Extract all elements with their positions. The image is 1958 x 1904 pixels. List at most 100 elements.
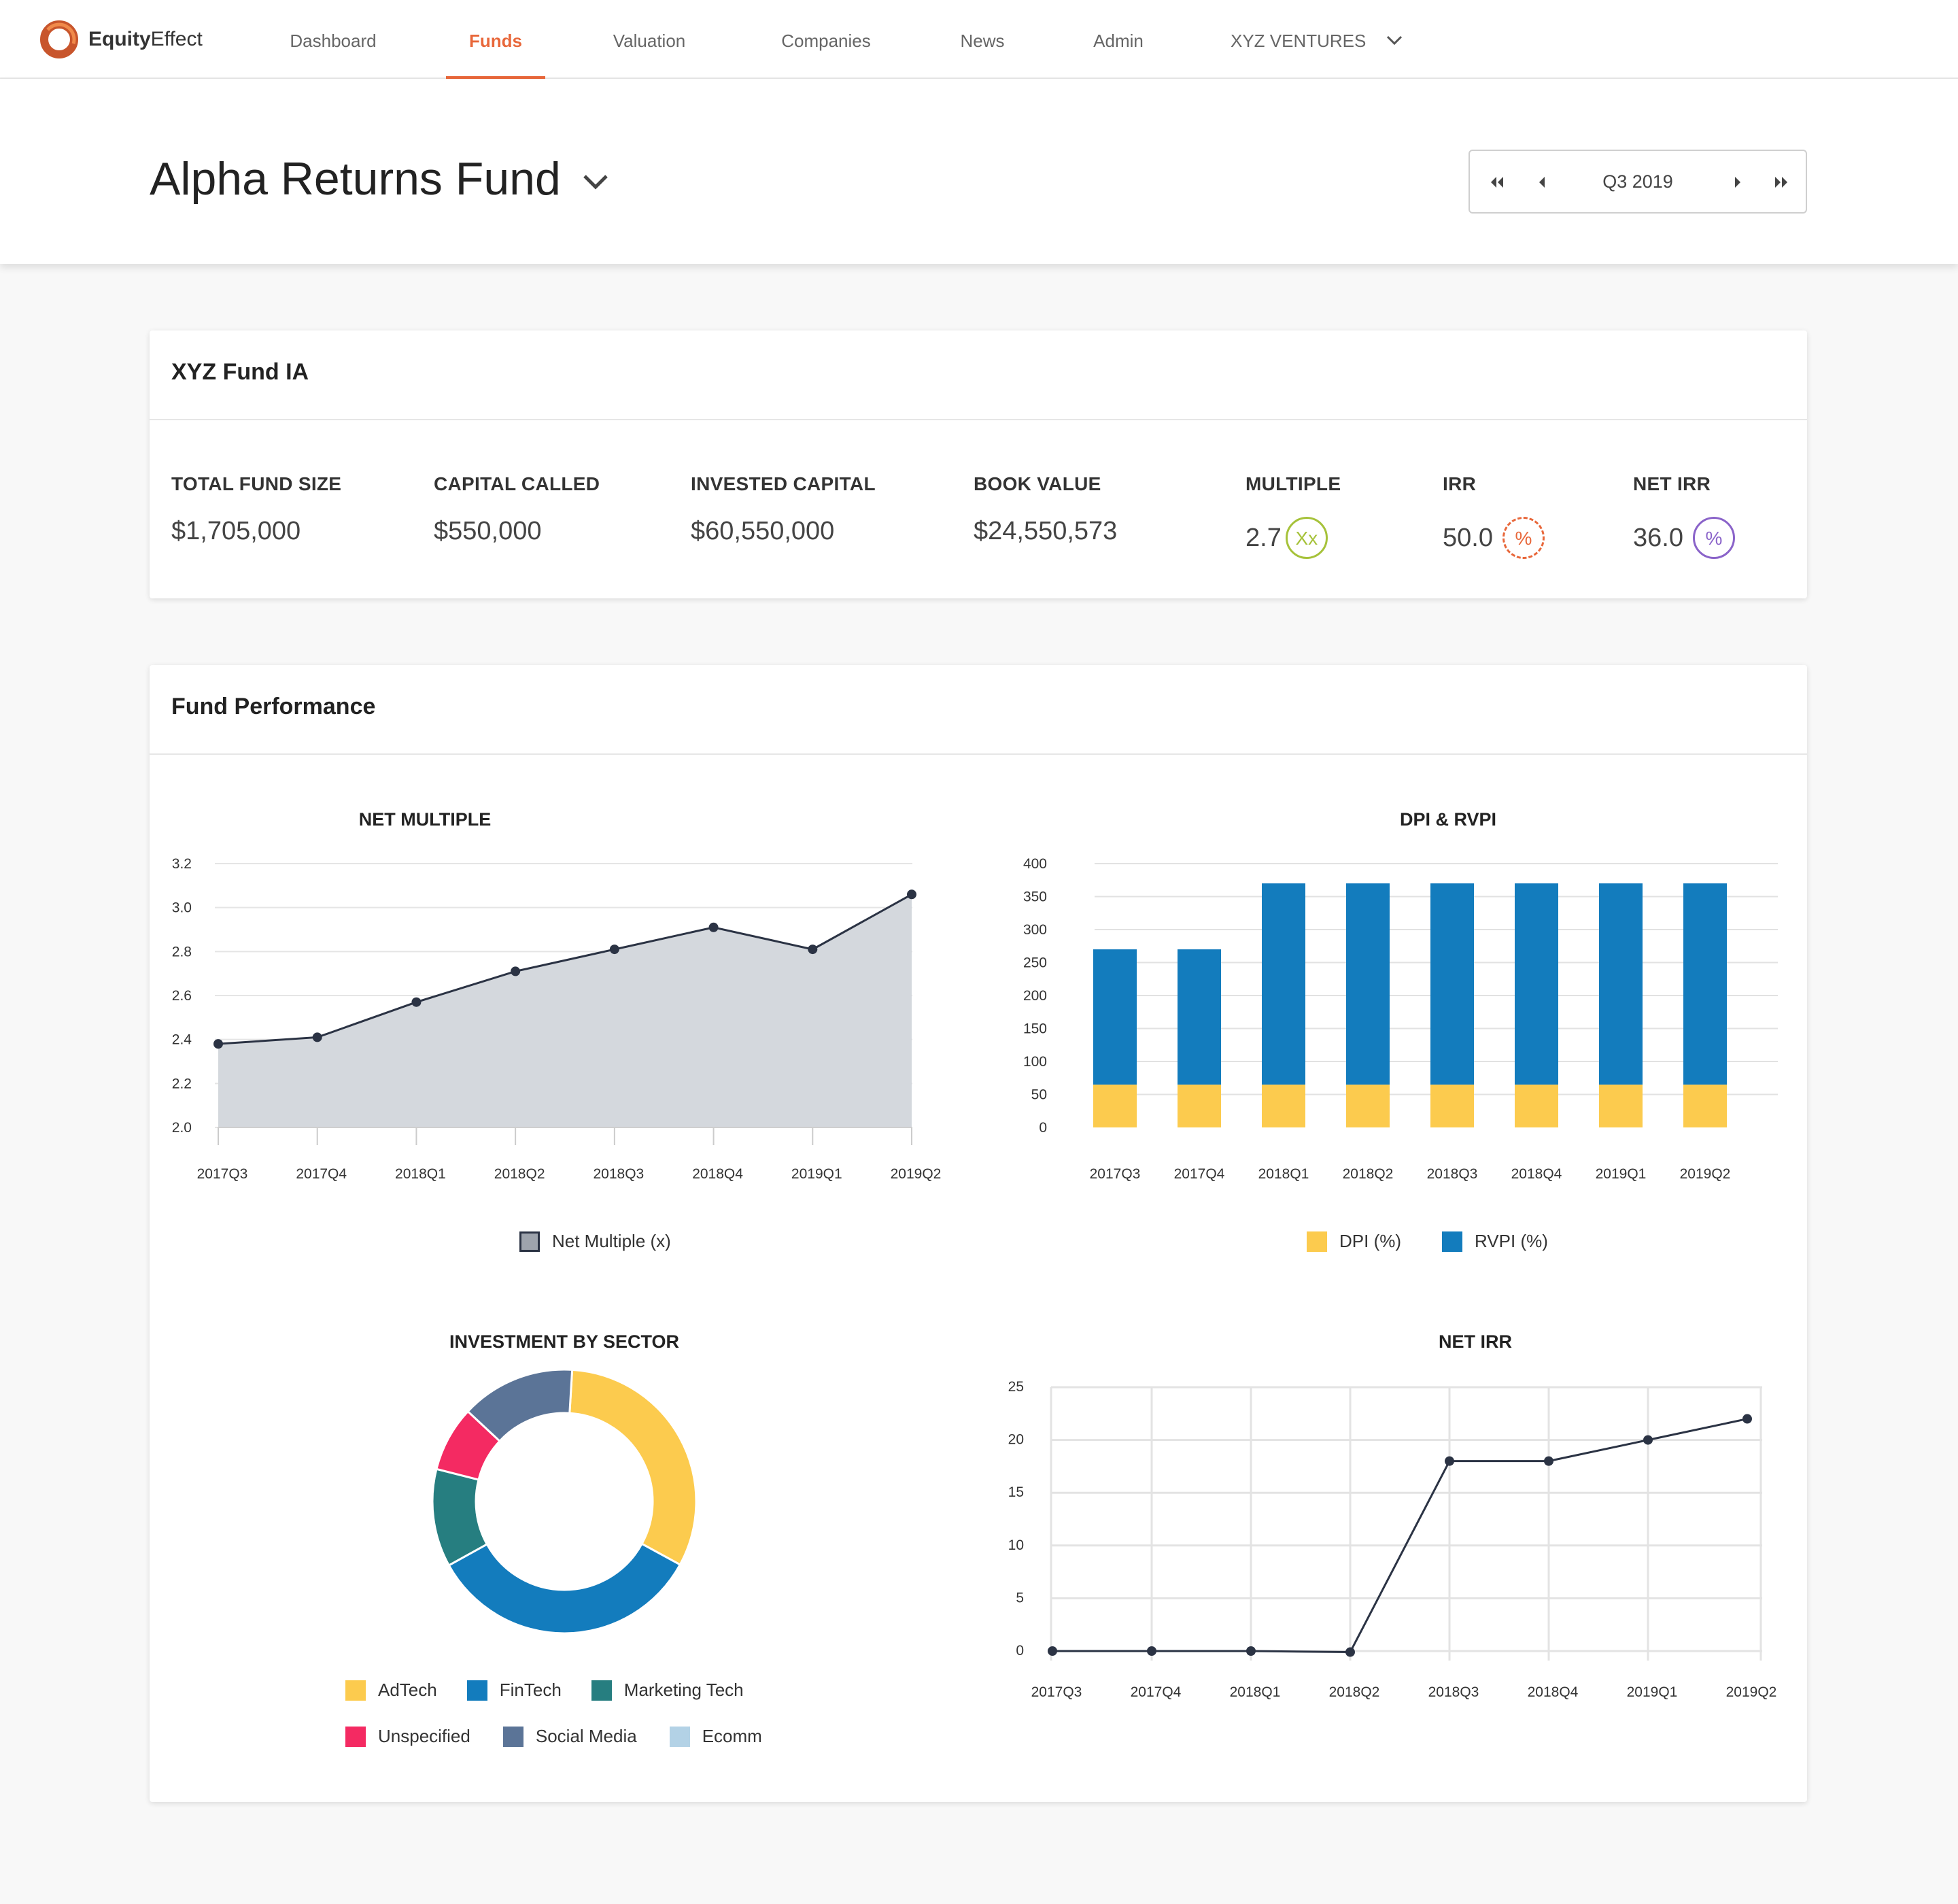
- y-tick-label: 350: [1023, 889, 1047, 905]
- legend-item[interactable]: AdTech: [345, 1680, 437, 1701]
- metric-value: $60,550,000: [691, 517, 835, 545]
- nav-news[interactable]: News: [960, 31, 1005, 51]
- series-line: [218, 893, 912, 1045]
- x-tick-label: 2018Q3: [593, 1166, 644, 1182]
- metric-net-irr: NET IRR 36.0 %: [1633, 473, 1735, 559]
- data-point: [808, 945, 818, 955]
- x-tick-label: 2019Q2: [1680, 1166, 1731, 1182]
- last-period-icon[interactable]: [1769, 170, 1793, 194]
- multiple-badge: Xx: [1285, 517, 1328, 559]
- donut-slice: [447, 1542, 682, 1635]
- data-point: [708, 922, 719, 932]
- bar-segment: [1093, 949, 1137, 1085]
- x-tick-label: 2019Q2: [891, 1166, 942, 1182]
- x-tick-label: 2019Q2: [1726, 1684, 1777, 1700]
- legend-swatch: [1442, 1231, 1462, 1252]
- bar-segment: [1430, 1084, 1474, 1127]
- area-fill: [218, 894, 912, 1127]
- net-irr-badge: %: [1692, 517, 1735, 559]
- metric-label: CAPITAL CALLED: [434, 473, 600, 494]
- data-point: [1544, 1456, 1553, 1466]
- fund-select-chevron-icon[interactable]: [582, 173, 609, 190]
- first-period-icon[interactable]: [1485, 170, 1509, 194]
- account-switcher[interactable]: XYZ VENTURES: [1231, 0, 1407, 79]
- x-tick-label: 2019Q1: [791, 1166, 842, 1182]
- sector-donut-chart: [431, 1368, 698, 1635]
- nav-valuation[interactable]: Valuation: [613, 31, 686, 51]
- legend-label: Ecomm: [702, 1726, 762, 1746]
- nav-dashboard[interactable]: Dashboard: [290, 31, 377, 51]
- metric-value: $550,000: [434, 517, 542, 545]
- sector-legend-row-2: Unspecified Social Media Ecomm: [345, 1726, 803, 1747]
- legend-item[interactable]: Ecomm: [669, 1726, 762, 1747]
- x-tick-label: 2018Q4: [1528, 1684, 1579, 1700]
- legend-item[interactable]: Social Media: [502, 1726, 637, 1747]
- bar-segment: [1515, 1084, 1558, 1127]
- legend-label: FinTech: [499, 1680, 562, 1700]
- x-tick-label: 2017Q3: [197, 1166, 248, 1182]
- bar-segment: [1093, 1084, 1137, 1127]
- x-tick-label: 2018Q1: [395, 1166, 446, 1182]
- y-tick-label: 25: [1008, 1379, 1024, 1395]
- legend-label: AdTech: [378, 1680, 437, 1700]
- period-label: Q3 2019: [1602, 171, 1673, 192]
- bar-segment: [1599, 883, 1643, 1085]
- sector-title: INVESTMENT BY SECTOR: [449, 1331, 680, 1352]
- metric-label: BOOK VALUE: [974, 473, 1101, 494]
- previous-period-icon[interactable]: [1530, 170, 1554, 194]
- legend-item[interactable]: DPI (%): [1307, 1231, 1401, 1252]
- brand-logo-icon: [40, 20, 78, 58]
- nav-funds[interactable]: Funds: [446, 0, 545, 80]
- y-tick-label: 3.0: [172, 900, 192, 916]
- y-tick-label: 200: [1023, 988, 1047, 1004]
- brand-logo[interactable]: EquityEffect: [39, 19, 203, 60]
- net-irr-title: NET IRR: [1439, 1331, 1512, 1352]
- metric-multiple: MULTIPLE 2.7 Xx: [1246, 473, 1341, 559]
- legend-item[interactable]: Unspecified: [345, 1726, 470, 1747]
- card-header: Fund Performance: [150, 665, 1807, 755]
- data-point: [1643, 1435, 1653, 1445]
- legend-label: DPI (%): [1339, 1231, 1401, 1251]
- dpi-rvpi-title: DPI & RVPI: [1399, 809, 1497, 830]
- bar-segment: [1683, 1084, 1727, 1127]
- dpi-rvpi-chart: 0 50 100 150 200 250 300 350 400 2017Q3 2017Q4 2018…: [1023, 856, 1778, 1182]
- legend-swatch: [669, 1726, 690, 1747]
- metric-label: TOTAL FUND SIZE: [171, 473, 342, 494]
- legend-label: Social Media: [535, 1726, 637, 1746]
- bar-segment: [1178, 1084, 1221, 1127]
- y-tick-label: 100: [1023, 1054, 1047, 1070]
- legend-item[interactable]: FinTech: [466, 1680, 562, 1701]
- legend-item[interactable]: RVPI (%): [1442, 1231, 1548, 1252]
- x-tick-label: 2017Q4: [1131, 1684, 1182, 1700]
- nav-companies[interactable]: Companies: [781, 31, 871, 51]
- bar-segment: [1346, 883, 1390, 1085]
- legend-label: Unspecified: [378, 1726, 470, 1746]
- y-tick-label: 300: [1023, 922, 1047, 938]
- series-line: [1052, 1418, 1748, 1654]
- metric-irr: IRR 50.0 %: [1443, 473, 1545, 559]
- y-tick-label: 400: [1023, 856, 1047, 872]
- data-point: [1742, 1414, 1752, 1424]
- y-tick-label: 50: [1031, 1087, 1047, 1103]
- legend-item[interactable]: Net Multiple (x): [519, 1231, 671, 1252]
- nav-admin[interactable]: Admin: [1093, 31, 1144, 51]
- y-tick-label: 0: [1039, 1120, 1047, 1136]
- x-tick-label: 2017Q3: [1090, 1166, 1141, 1182]
- account-name: XYZ VENTURES: [1231, 31, 1367, 51]
- fund-title: Alpha Returns Fund: [150, 153, 561, 205]
- metric-label: INVESTED CAPITAL: [691, 473, 876, 494]
- metric-value: 50.0 %: [1443, 517, 1545, 559]
- top-nav: EquityEffect Dashboard Funds Valuation C…: [0, 0, 1958, 80]
- y-tick-label: 3.2: [172, 856, 192, 872]
- x-tick-label: 2018Q2: [1329, 1684, 1380, 1700]
- legend-swatch: [519, 1231, 540, 1252]
- data-point: [213, 1039, 223, 1049]
- x-tick-label: 2018Q4: [1511, 1166, 1562, 1182]
- data-point: [609, 945, 619, 955]
- x-tick-label: 2017Q4: [296, 1166, 347, 1182]
- legend-item[interactable]: Marketing Tech: [591, 1680, 744, 1701]
- page-header: Alpha Returns Fund Q3 2019: [0, 79, 1958, 264]
- next-period-icon[interactable]: [1725, 170, 1750, 194]
- data-point: [1147, 1646, 1156, 1656]
- y-tick-label: 250: [1023, 955, 1047, 971]
